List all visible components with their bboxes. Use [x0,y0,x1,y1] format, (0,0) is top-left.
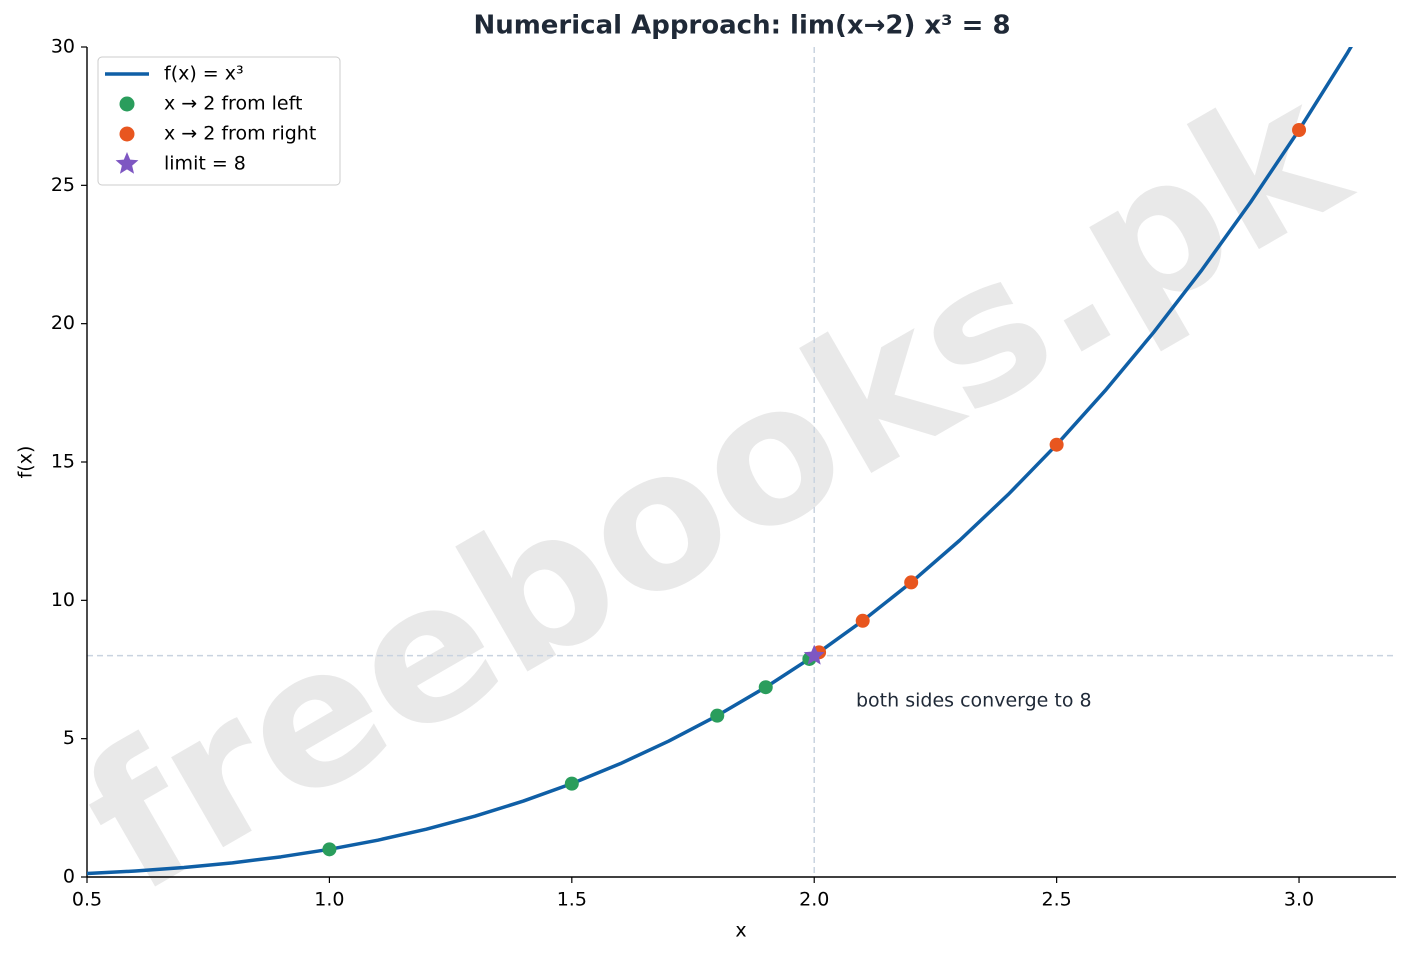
y-tick-label: 25 [51,174,75,196]
legend-swatch [119,96,135,112]
legend-label: f(x) = x³ [164,63,244,85]
data-point [1049,437,1064,452]
legend-label: x → 2 from right [164,123,316,145]
y-tick-label: 30 [51,36,75,58]
x-tick-label: 2.0 [799,889,829,911]
data-point [1292,123,1307,137]
legend: f(x) = x³ x → 2 from left x → 2 from right… [97,56,341,186]
legend-swatch [119,126,135,142]
legend-swatch [115,152,139,174]
data-point [758,680,773,695]
data-point [855,613,870,628]
legend-box [97,56,341,186]
x-tick-label: 3.0 [1284,889,1314,911]
legend-label: x → 2 from left [164,93,302,115]
plot-area [87,47,1353,876]
y-tick-label: 15 [51,451,75,473]
y-tick-label: 0 [63,866,75,888]
x-axis-label: x [735,920,746,942]
chart-title: Numerical Approach: lim(x→2) x³ = 8 [473,11,1010,41]
y-tick-label: 10 [51,589,75,611]
data-point [564,776,579,791]
x-tick-label: 0.5 [72,889,102,911]
annotation: both sides converge to 8 [856,690,1092,712]
x-tick-label: 1.5 [557,889,587,911]
y-tick-label: 5 [63,727,75,749]
y-tick-label: 20 [51,312,75,334]
legend-label: limit = 8 [164,153,246,175]
function-line [87,47,1353,876]
data-point [710,708,725,723]
data-point [322,842,337,857]
y-axis-label: f(x) [15,446,37,479]
limit-star [803,644,825,665]
data-point [904,575,919,590]
x-tick-label: 1.0 [314,889,344,911]
x-tick-label: 2.5 [1042,889,1072,911]
